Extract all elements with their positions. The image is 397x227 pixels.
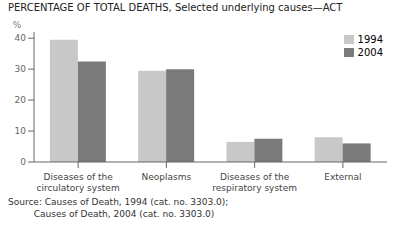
svg-text:0: 0 [20, 157, 26, 167]
svg-text:40: 40 [15, 33, 27, 43]
html-text:PERCENTAGE OF TOTAL DEATHS, Se: PERCENTAGE OF TOTAL DEATHS, Selected und… [8, 2, 343, 13]
svg-text:%: % [13, 20, 22, 30]
html-text:Causes of Death, 2004 (cat. no: Causes of Death, 2004 (cat. no. 3303.0) [8, 209, 215, 219]
html-text:2004: 2004 [357, 47, 383, 58]
svg-text:Neoplasms: Neoplasms [142, 172, 192, 182]
svg-text:Diseases of thecirculatory sys: Diseases of thecirculatory system [37, 172, 120, 193]
svg-text:10: 10 [15, 126, 27, 136]
svg-text:External: External [324, 172, 361, 182]
svg-text:30: 30 [15, 64, 27, 74]
svg-text:20: 20 [15, 95, 27, 105]
html-text:Source: Causes of Death, 1994: Source: Causes of Death, 1994 (cat. no. … [8, 197, 229, 207]
html-text:1994: 1994 [357, 34, 383, 45]
svg-text:Diseases of therespiratory sys: Diseases of therespiratory system [212, 172, 297, 193]
